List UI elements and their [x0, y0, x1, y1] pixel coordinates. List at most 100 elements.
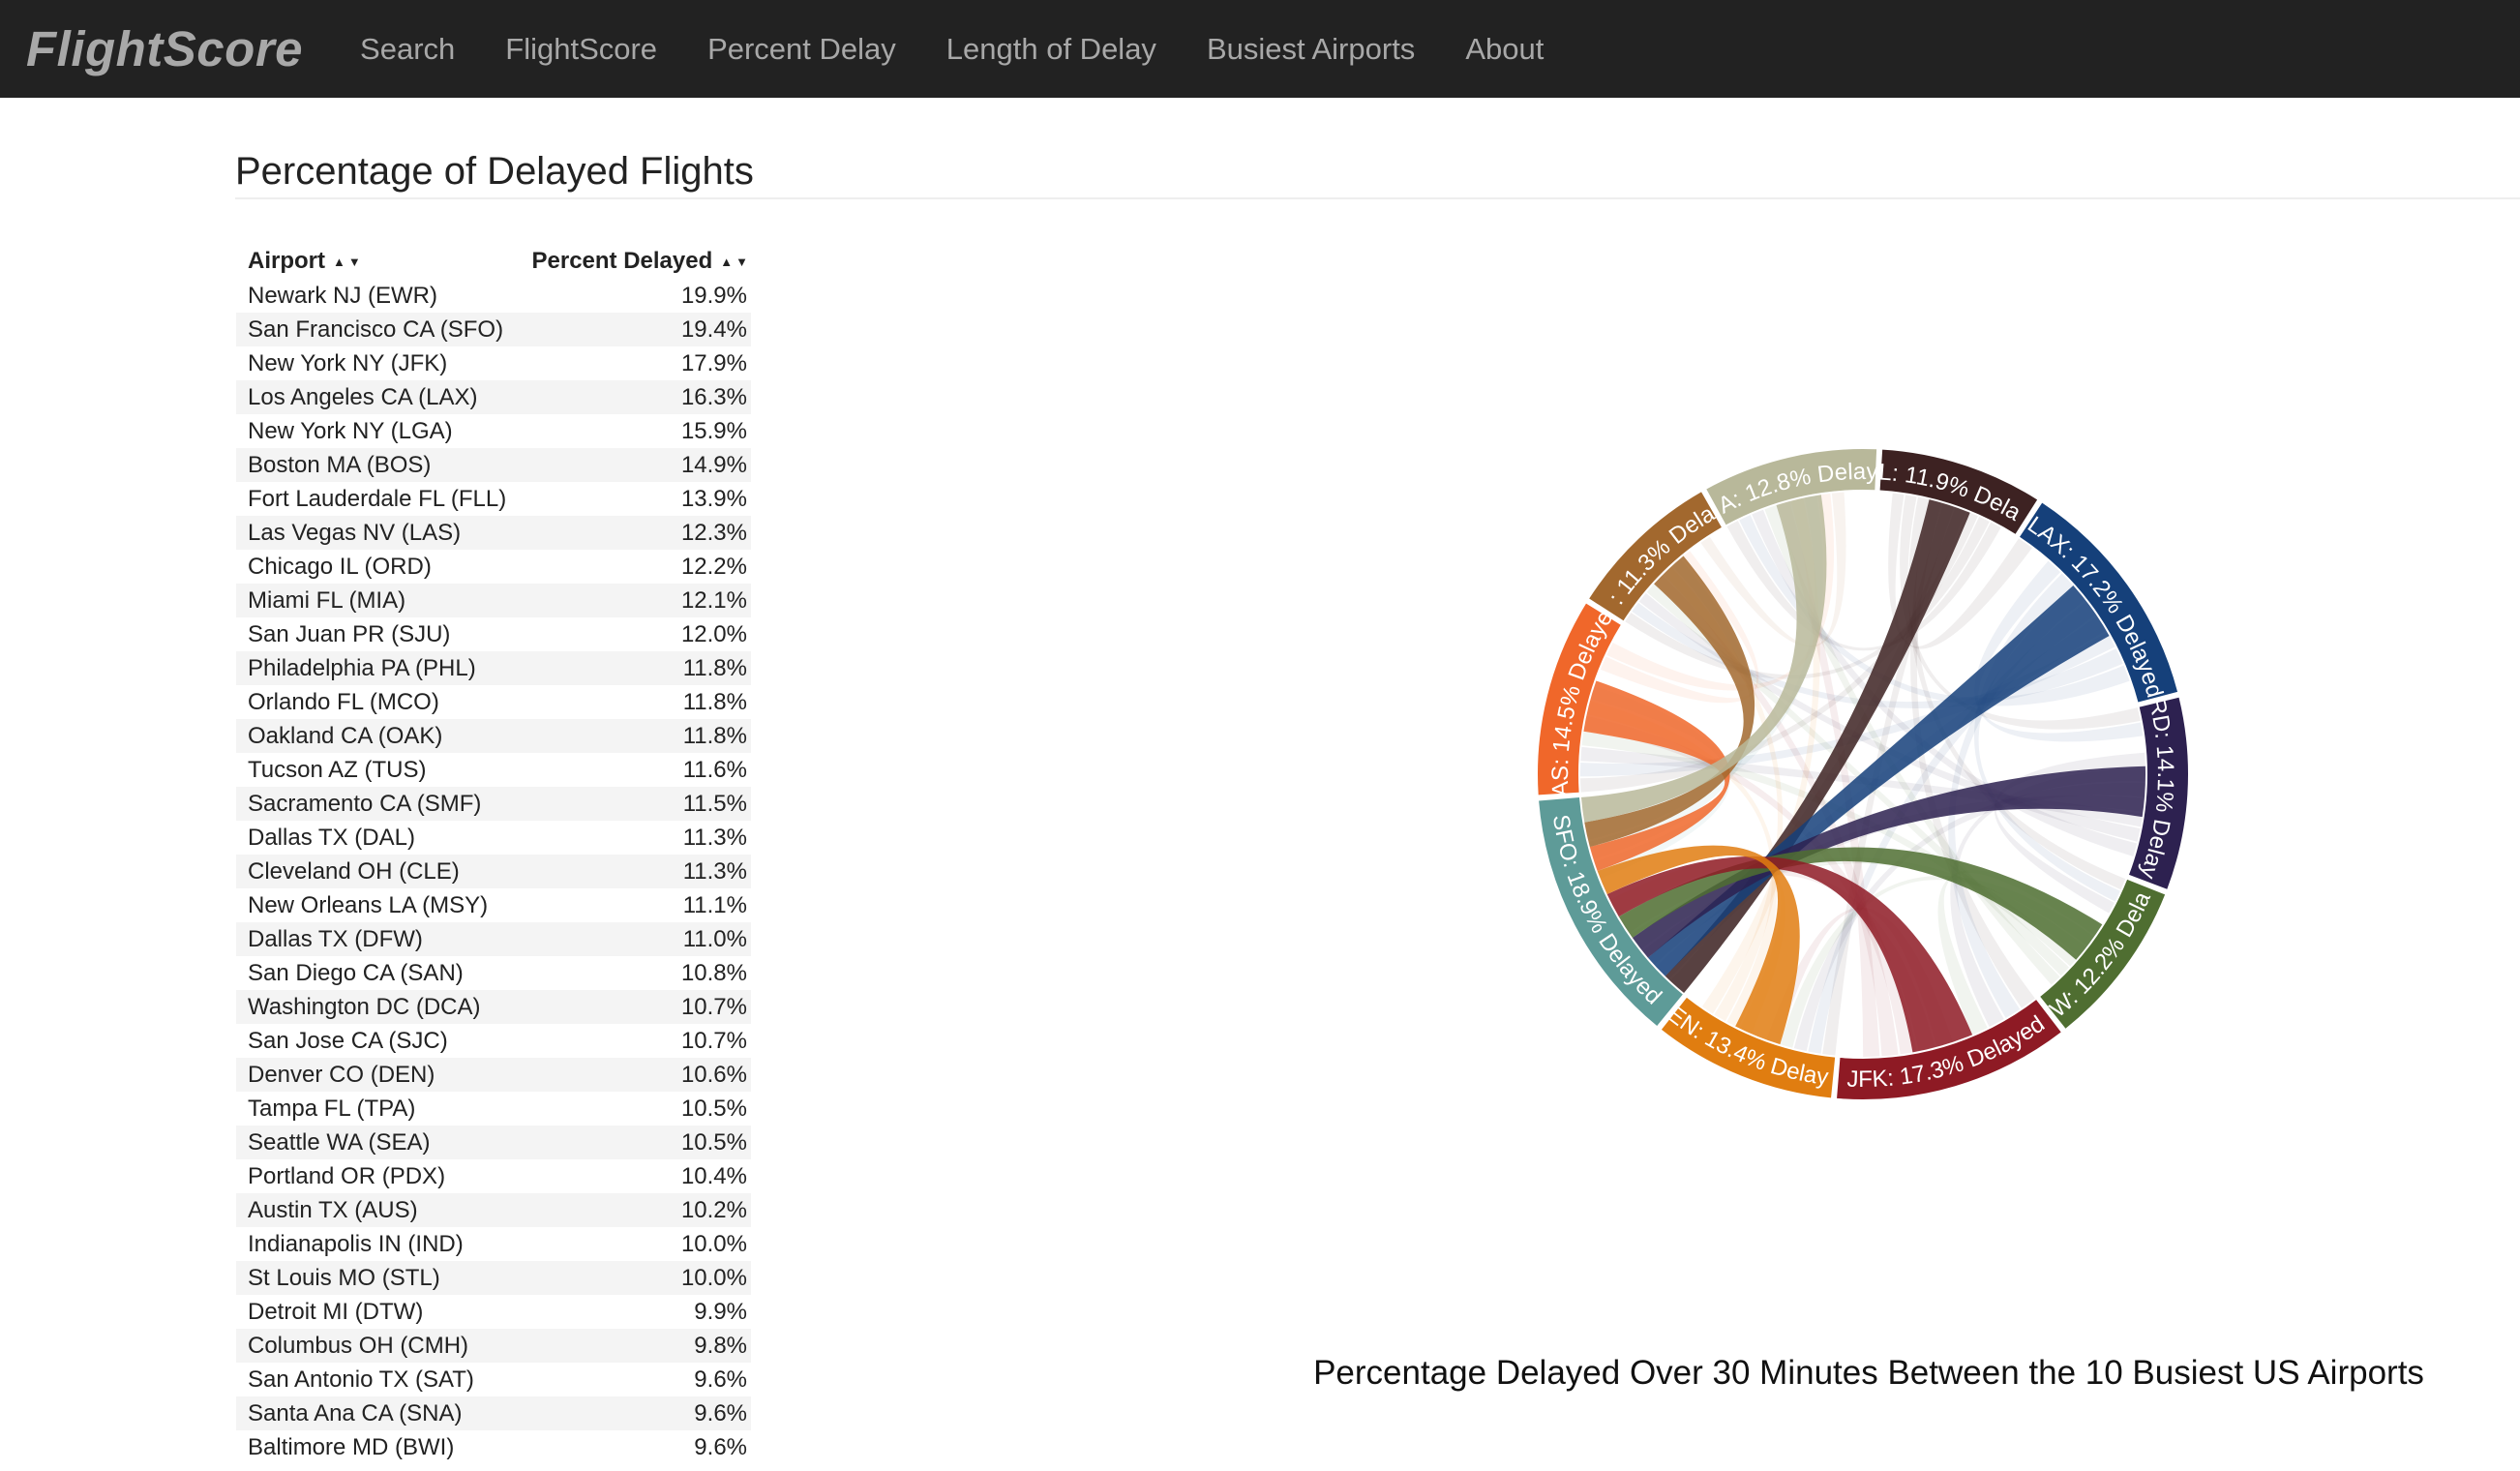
table-row: Boston MA (BOS) 14.9%: [236, 448, 751, 482]
airport-column-header[interactable]: Airport ▲▼: [236, 244, 519, 279]
nav-link-percent-delay[interactable]: Percent Delay: [707, 31, 896, 66]
airport-cell: Los Angeles CA (LAX): [248, 383, 478, 410]
airport-cell: Austin TX (AUS): [248, 1196, 418, 1223]
arc-jfk[interactable]: [1837, 1000, 2061, 1099]
percent-cell: 12.3%: [680, 519, 747, 546]
chord-lax-dfw[interactable]: [1973, 573, 2120, 902]
percent-cell: 10.2%: [680, 1196, 747, 1223]
top-navbar: FlightScore Search FlightScore Percent D…: [0, 0, 2520, 98]
percent-column-header[interactable]: Percent Delayed ▲▼: [519, 244, 751, 279]
airport-cell: Detroit MI (DTW): [248, 1298, 424, 1325]
table-row: Columbus OH (CMH) 9.8%: [236, 1329, 751, 1363]
percent-cell: 10.8%: [680, 959, 747, 986]
nav-link-length-of-delay[interactable]: Length of Delay: [945, 31, 1156, 66]
sort-arrows-icon[interactable]: ▲▼: [333, 255, 364, 270]
percent-cell: 9.8%: [694, 1332, 747, 1359]
airport-cell: Tampa FL (TPA): [248, 1095, 416, 1122]
arc-lax[interactable]: [2020, 502, 2178, 703]
table-row: Portland OR (PDX) 10.4%: [236, 1159, 751, 1193]
chord-chart: ATL: 11.9% DelayedLAX: 17.2% DelayedORD:…: [1346, 251, 2381, 1336]
airport-header-label: Airport: [248, 248, 325, 274]
table-body: Newark NJ (EWR) 19.9% San Francisco CA (SF…: [236, 279, 751, 1464]
chord-diagram: ATL: 11.9% DelayedLAX: 17.2% DelayedORD:…: [1346, 251, 2188, 1099]
table-row: Washington DC (DCA) 10.7%: [236, 990, 751, 1024]
chord-sfo-sea[interactable]: [1580, 495, 1827, 823]
nav-links: Search FlightScore Percent Delay Length …: [335, 32, 1569, 67]
airport-cell: San Jose CA (SJC): [248, 1027, 448, 1054]
airport-cell: Philadelphia PA (PHL): [248, 654, 476, 681]
table-row: San Antonio TX (SAT) 9.6%: [236, 1363, 751, 1396]
percent-cell: 11.8%: [682, 722, 747, 749]
chord-sfo-lax[interactable]: [1647, 585, 2110, 976]
arc-las[interactable]: [1538, 603, 1621, 796]
table-header-row: Airport ▲▼ Percent Delayed ▲▼: [236, 244, 751, 279]
airport-cell: Boston MA (BOS): [248, 451, 432, 478]
chord-sfo-phx[interactable]: [1584, 555, 1755, 848]
airport-cell: Sacramento CA (SMF): [248, 790, 482, 817]
arc-sea[interactable]: [1706, 449, 1877, 525]
sort-arrows-icon[interactable]: ▲▼: [720, 255, 751, 270]
chord-sfo-jfk[interactable]: [1606, 856, 1973, 1053]
percent-cell: 9.6%: [694, 1433, 747, 1460]
chord-phx-sea[interactable]: [1700, 492, 1846, 647]
arc-ord[interactable]: [2129, 697, 2188, 889]
airport-cell: Cleveland OH (CLE): [248, 857, 460, 885]
table-row: Indianapolis IN (IND) 10.0%: [236, 1227, 751, 1261]
nav-link-busiest-airports[interactable]: Busiest Airports: [1206, 31, 1416, 66]
percent-cell: 9.6%: [694, 1366, 747, 1393]
table-row: Tucson AZ (TUS) 11.6%: [236, 753, 751, 787]
airport-cell: Fort Lauderdale FL (FLL): [248, 485, 507, 512]
chord-atl-den[interactable]: [1822, 502, 1955, 1056]
table-row: Tampa FL (TPA) 10.5%: [236, 1092, 751, 1126]
table-row: San Francisco CA (SFO) 19.4%: [236, 313, 751, 346]
arc-label-las: LAS: 14.5% Delayed: [1355, 271, 1618, 797]
table-row: Cleveland OH (CLE) 11.3%: [236, 855, 751, 888]
arc-dfw[interactable]: [2040, 879, 2166, 1029]
percent-cell: 17.9%: [680, 349, 747, 376]
table-row: Orlando FL (MCO) 11.8%: [236, 685, 751, 719]
table-row: Denver CO (DEN) 10.6%: [236, 1058, 751, 1092]
chord-lax-sea[interactable]: [1739, 515, 2130, 706]
airport-cell: San Antonio TX (SAT): [248, 1366, 474, 1393]
airport-cell: Indianapolis IN (IND): [248, 1230, 464, 1257]
airport-cell: Chicago IL (ORD): [248, 553, 432, 580]
chord-atl-sea[interactable]: [1726, 521, 2001, 651]
airport-cell: Orlando FL (MCO): [248, 688, 439, 715]
airport-cell: New York NY (LGA): [248, 417, 453, 444]
chord-sfo-dfw[interactable]: [1618, 847, 2103, 960]
percent-cell: 19.9%: [680, 282, 747, 309]
nav-link-search[interactable]: Search: [360, 31, 456, 66]
table-row: Sacramento CA (SMF) 11.5%: [236, 787, 751, 821]
chord-lax-ord[interactable]: [1974, 560, 2144, 742]
brand-logo[interactable]: FlightScore: [26, 21, 304, 76]
chord-ord-dfw[interactable]: [1994, 752, 2145, 914]
airport-cell: New Orleans LA (MSY): [248, 891, 489, 918]
arc-label-sea: SEA: 12.8% Delayed: [1355, 271, 1878, 520]
percent-cell: 11.3%: [682, 824, 747, 851]
nav-link-about[interactable]: About: [1465, 31, 1545, 66]
chord-atl-las[interactable]: [1580, 511, 1978, 793]
percent-cell: 10.5%: [680, 1095, 747, 1122]
arc-atl[interactable]: [1879, 449, 2038, 534]
arc-phx[interactable]: [1589, 492, 1722, 621]
chord-sfo-ord[interactable]: [1632, 766, 2145, 958]
chord-jfk-sea[interactable]: [1777, 501, 1880, 1057]
airport-cell: San Diego CA (SAN): [248, 959, 464, 986]
airport-cell: Newark NJ (EWR): [248, 282, 437, 309]
chord-sfo-atl[interactable]: [1665, 499, 1970, 993]
table-row: Dallas TX (DFW) 11.0%: [236, 922, 751, 956]
percent-cell: 11.3%: [682, 857, 747, 885]
chord-sfo-den[interactable]: [1597, 845, 1800, 1045]
arc-den[interactable]: [1661, 997, 1836, 1098]
table-row: Dallas TX (DAL) 11.3%: [236, 821, 751, 855]
airport-cell: Dallas TX (DFW): [248, 925, 423, 952]
table-row: Las Vegas NV (LAS) 12.3%: [236, 516, 751, 550]
table-row: Los Angeles CA (LAX) 16.3%: [236, 380, 751, 414]
chord-sfo-las[interactable]: [1583, 680, 1730, 871]
chord-atl-lax[interactable]: [1888, 493, 2032, 649]
arc-sfo[interactable]: [1539, 797, 1683, 1027]
airport-cell: Dallas TX (DAL): [248, 824, 415, 851]
percent-cell: 10.4%: [680, 1162, 747, 1189]
percent-cell: 12.2%: [680, 553, 747, 580]
nav-link-flightscore[interactable]: FlightScore: [505, 31, 658, 66]
